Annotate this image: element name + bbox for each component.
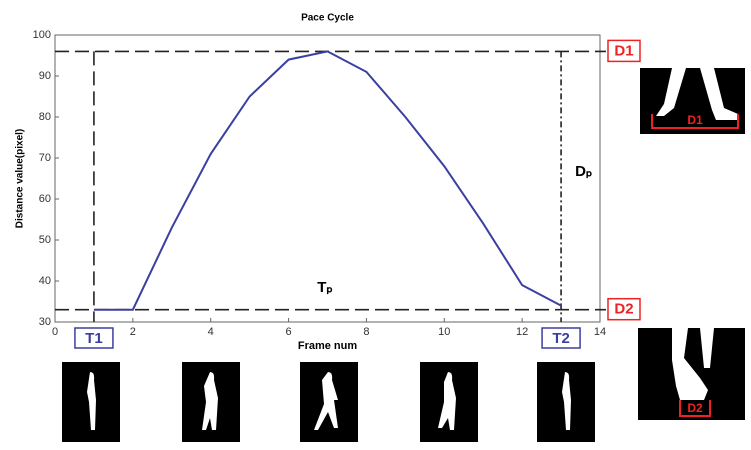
- y-axis-label: Distance value(pixel): [15, 129, 26, 228]
- level-label: D1: [614, 42, 633, 59]
- silhouette: [314, 372, 338, 430]
- silhouette: [202, 372, 218, 430]
- feet: [672, 328, 714, 400]
- plot-area: [54, 34, 601, 323]
- image-label: D1: [687, 113, 703, 127]
- image-label: D2: [687, 401, 703, 415]
- x-axis-label: Frame num: [298, 340, 358, 352]
- x-tick-label: 8: [363, 326, 369, 338]
- span-label: Dₚ: [575, 163, 592, 180]
- silhouettes: [62, 68, 745, 442]
- label-box: [541, 327, 581, 349]
- foot-image: [640, 68, 745, 134]
- x-tick-label: 4: [208, 326, 214, 338]
- feet: [656, 68, 738, 120]
- time-label: T2: [552, 330, 570, 347]
- y-tick-label: 80: [39, 111, 51, 123]
- time-label: T1: [85, 330, 103, 347]
- y-tick-label: 90: [39, 70, 51, 82]
- bracket: [679, 400, 711, 417]
- bracket: [651, 114, 739, 129]
- label-box: [74, 327, 114, 349]
- silhouette: [438, 372, 456, 430]
- x-tick-label: 14: [594, 326, 606, 338]
- x-tick-label: 10: [438, 326, 450, 338]
- x-tick-label: 2: [130, 326, 136, 338]
- x-tick-label: 12: [516, 326, 528, 338]
- span-label: Tₚ: [317, 279, 333, 296]
- level-label: D2: [614, 301, 633, 318]
- y-tick-label: 40: [39, 275, 51, 287]
- data-line: [93, 50, 562, 311]
- label-box: [607, 297, 641, 321]
- y-tick-label: 100: [33, 29, 51, 41]
- x-tick-label: 0: [52, 326, 58, 338]
- chart-title: Pace Cycle: [301, 13, 354, 24]
- y-tick-label: 60: [39, 193, 51, 205]
- silhouette: [87, 372, 96, 430]
- silhouette: [562, 372, 571, 430]
- label-box: [607, 39, 641, 63]
- y-tick-label: 70: [39, 152, 51, 164]
- y-tick-label: 50: [39, 234, 51, 246]
- y-tick-label: 30: [39, 316, 51, 328]
- x-tick-label: 6: [286, 326, 292, 338]
